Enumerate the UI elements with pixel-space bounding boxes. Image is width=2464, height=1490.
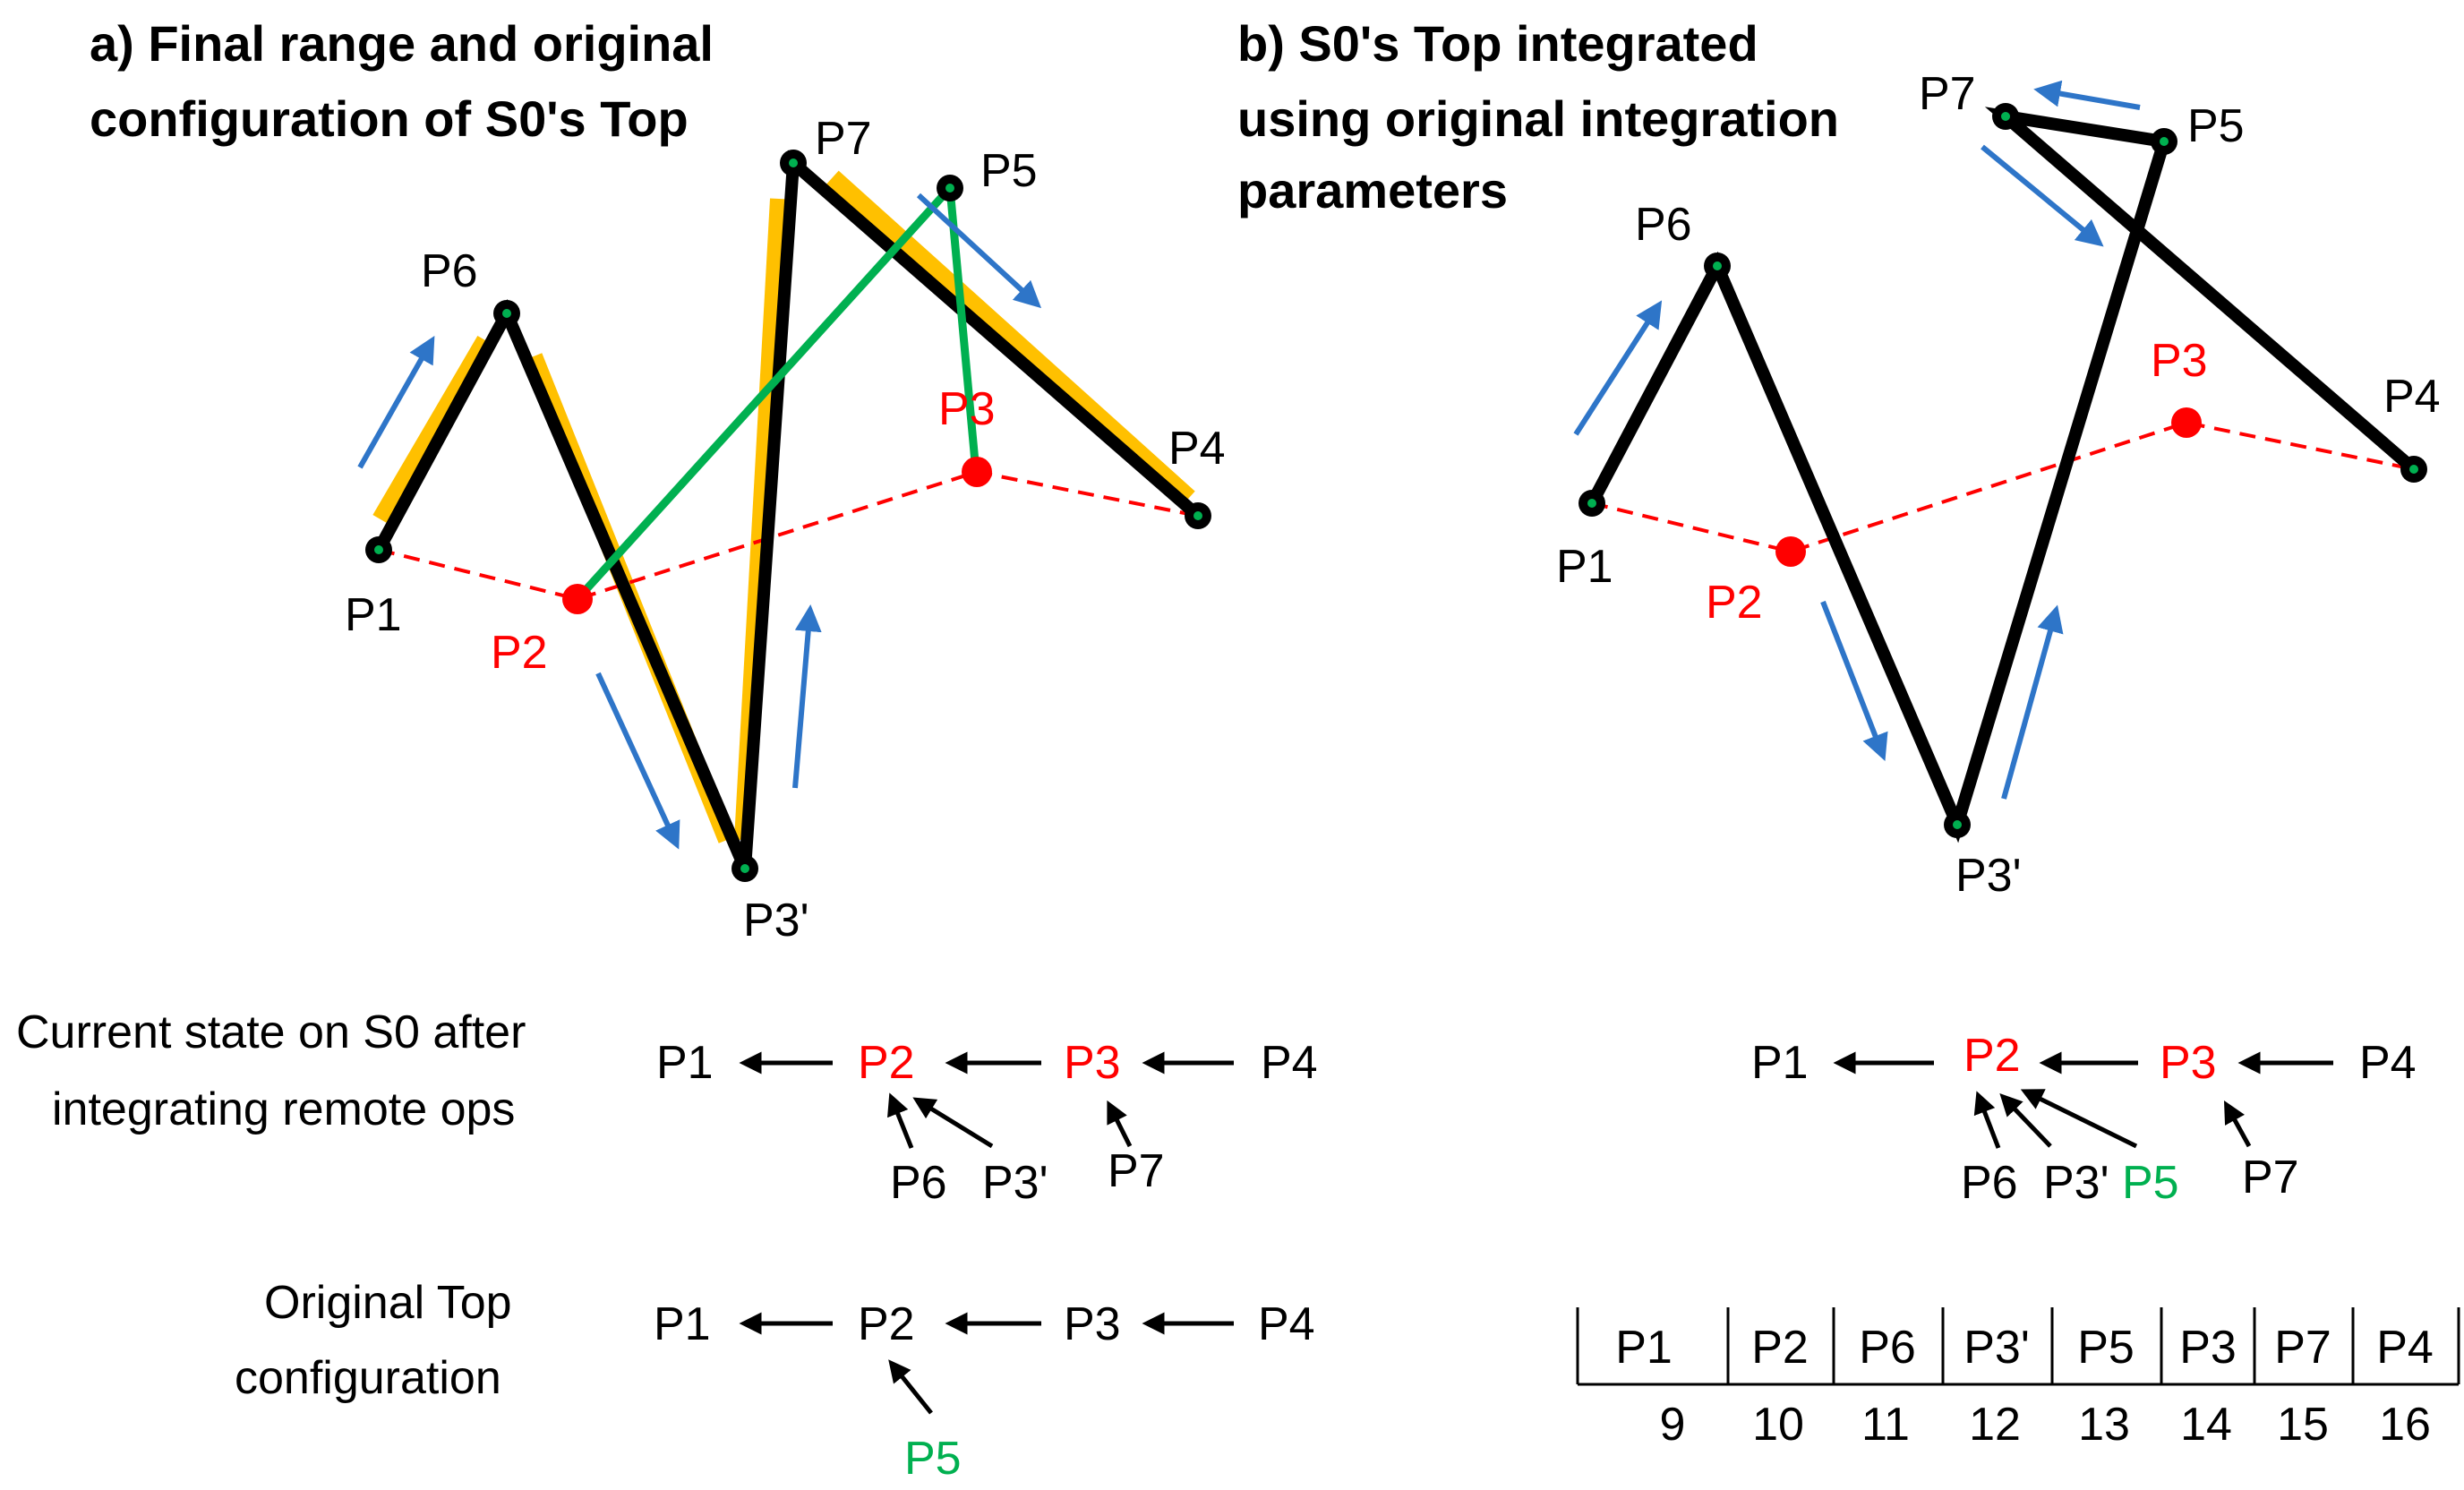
- label-p6: P6: [421, 245, 478, 297]
- original-caption-line2: configuration: [235, 1352, 501, 1404]
- b-node-p3: [2171, 407, 2202, 438]
- direction-arrows: [357, 193, 1042, 850]
- current-tree: P1 P2 P3 P4 P6 P3' P7: [656, 1037, 1318, 1209]
- current-state-caption-line1: Current state on S0 after: [16, 1006, 526, 1058]
- b-direction-arrows: [1573, 80, 2141, 800]
- panel-b-title-line3: parameters: [1237, 162, 1508, 218]
- table-label-1: P2: [1751, 1322, 1809, 1374]
- b-label-p6: P6: [1635, 199, 1692, 251]
- tree-a-p4: P4: [1261, 1037, 1318, 1089]
- dashed-order-line: [378, 469, 1199, 602]
- b-label-p3p: P3': [1955, 850, 2022, 902]
- orig-p1: P1: [654, 1298, 711, 1350]
- orig-p3: P3: [1064, 1298, 1121, 1350]
- table-index-0: 9: [1660, 1399, 1686, 1451]
- panel-b-nodes: [1578, 103, 2427, 838]
- panel-a-nodes: [365, 150, 1211, 882]
- b-dashed-order-line: [1591, 420, 2415, 554]
- panel-a: a) Final range and original configuratio…: [16, 15, 1318, 1485]
- b-label-p1: P1: [1556, 541, 1613, 593]
- node-p3: [962, 457, 992, 487]
- label-p3p: P3': [743, 895, 809, 946]
- tree-a-p7: P7: [1108, 1145, 1165, 1197]
- table-index-1: 10: [1752, 1399, 1804, 1451]
- original-tree: P1 P2 P3 P4 P5: [654, 1298, 1315, 1485]
- table-index-5: 14: [2180, 1399, 2232, 1451]
- panel-a-title-line2: configuration of S0's Top: [90, 90, 689, 147]
- table-index-3: 12: [1969, 1399, 2021, 1451]
- orig-p5: P5: [904, 1433, 962, 1485]
- orig-p4: P4: [1258, 1298, 1315, 1350]
- original-caption-line1: Original Top: [264, 1277, 512, 1329]
- b-tree: P1 P2 P3 P4 P6 P3' P5 P7: [1751, 1030, 2417, 1209]
- table-index-4: 13: [2078, 1399, 2130, 1451]
- panel-b-title-line2: using original integration: [1237, 90, 1839, 147]
- b-tree-p1: P1: [1751, 1037, 1809, 1089]
- table-label-0: P1: [1615, 1322, 1673, 1374]
- table-index-2: 11: [1861, 1399, 1910, 1451]
- label-p1: P1: [345, 589, 402, 641]
- b-tree-p5: P5: [2122, 1157, 2179, 1209]
- b-label-p5: P5: [2187, 100, 2245, 152]
- tree-a-p3: P3: [1064, 1037, 1121, 1089]
- top-polyline: [372, 150, 1202, 871]
- b-tree-p2: P2: [1964, 1030, 2021, 1082]
- label-p3: P3: [938, 383, 996, 435]
- tree-a-p2: P2: [858, 1037, 915, 1089]
- b-tree-p3: P3: [2160, 1037, 2217, 1089]
- current-state-caption-line2: integrating remote ops: [52, 1083, 515, 1135]
- node-p2: [562, 584, 593, 614]
- panel-a-title-line1: a) Final range and original: [90, 15, 714, 72]
- b-tree-p3p: P3': [2043, 1157, 2109, 1209]
- b-label-p2: P2: [1706, 577, 1763, 629]
- label-p2: P2: [491, 627, 548, 679]
- b-label-p4: P4: [2383, 371, 2441, 423]
- b-label-p3: P3: [2151, 335, 2208, 387]
- orig-p2: P2: [858, 1298, 915, 1350]
- table-label-3: P3': [1964, 1322, 2030, 1374]
- table-label-6: P7: [2274, 1322, 2331, 1374]
- green-links: [574, 184, 980, 603]
- table-label-2: P6: [1859, 1322, 1916, 1374]
- label-p7: P7: [815, 113, 872, 165]
- b-tree-p6: P6: [1961, 1157, 2018, 1209]
- table-label-7: P4: [2376, 1322, 2434, 1374]
- b-node-p2: [1775, 536, 1806, 567]
- order-table: P1 P2 P6 P3' P5 P3 P7 P4 9 10 11 12 13 1…: [1576, 1307, 2460, 1451]
- b-tree-p7: P7: [2242, 1152, 2299, 1203]
- label-p5: P5: [980, 145, 1038, 197]
- table-index-7: 16: [2379, 1399, 2431, 1451]
- panel-b-title-line1: b) S0's Top integrated: [1237, 15, 1758, 72]
- tree-a-p3p: P3': [982, 1157, 1048, 1209]
- table-index-6: 15: [2277, 1399, 2329, 1451]
- table-label-4: P5: [2077, 1322, 2135, 1374]
- b-tree-p4: P4: [2359, 1037, 2417, 1089]
- b-label-p7: P7: [1919, 68, 1976, 120]
- tree-a-p6: P6: [890, 1157, 947, 1209]
- label-p4: P4: [1168, 423, 1226, 475]
- panel-b: b) S0's Top integrated using original in…: [1237, 15, 2460, 1451]
- tree-a-p1: P1: [656, 1037, 714, 1089]
- table-label-5: P3: [2179, 1322, 2237, 1374]
- b-top-polyline: [1586, 107, 2418, 843]
